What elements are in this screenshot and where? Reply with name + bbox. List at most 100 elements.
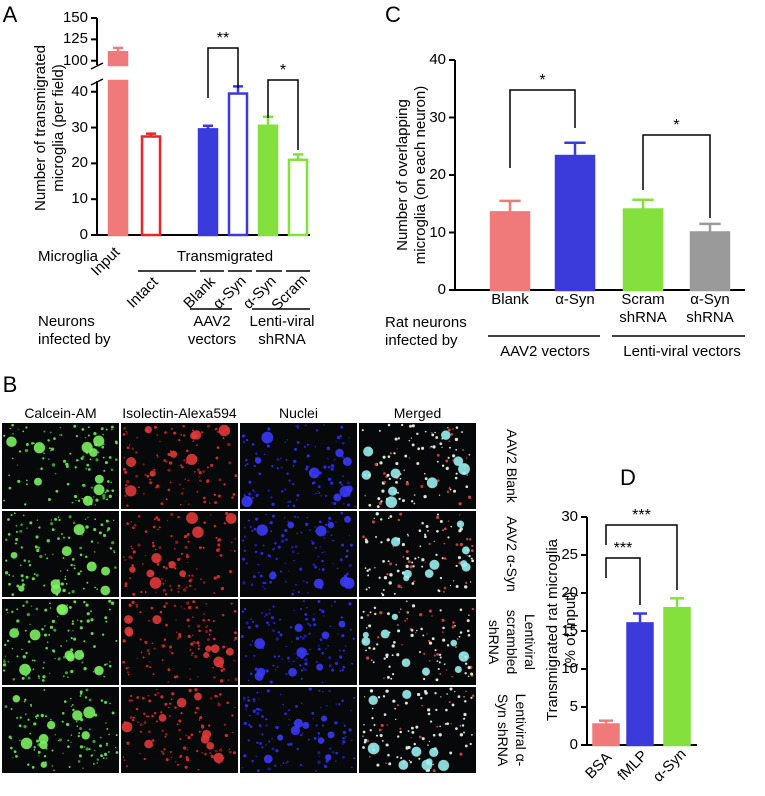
speckle xyxy=(217,703,221,707)
speckle xyxy=(54,734,57,736)
speckle xyxy=(125,667,128,670)
cell xyxy=(385,496,398,508)
group-label: Lenti-viral shRNA xyxy=(249,313,315,348)
y-tick-label: 0 xyxy=(437,281,446,298)
speckle xyxy=(16,608,19,611)
speckle xyxy=(321,551,324,554)
speckle xyxy=(178,483,181,486)
speckle xyxy=(347,571,349,573)
speckle xyxy=(135,707,139,711)
speckle xyxy=(138,486,140,489)
speckle xyxy=(291,592,295,596)
speckle xyxy=(92,671,95,673)
speckle xyxy=(342,649,345,652)
speckle xyxy=(109,660,111,663)
speckle xyxy=(244,704,249,708)
speckle xyxy=(113,550,115,552)
speckle xyxy=(89,458,92,461)
speckle xyxy=(114,440,118,444)
cell xyxy=(441,430,451,440)
speckle xyxy=(179,756,181,759)
speckle xyxy=(197,624,201,628)
speckle xyxy=(15,538,19,542)
speckle xyxy=(470,549,474,553)
speckle xyxy=(452,621,455,624)
speckle xyxy=(392,545,395,548)
speckle xyxy=(168,715,171,718)
speckle xyxy=(207,618,210,622)
speckle xyxy=(34,715,37,718)
speckle xyxy=(187,736,191,740)
speckle xyxy=(388,665,391,668)
cell xyxy=(179,570,187,577)
speckle xyxy=(233,706,236,709)
speckle xyxy=(445,669,448,671)
speckle xyxy=(374,463,378,466)
speckle xyxy=(277,655,281,658)
speckle xyxy=(296,499,298,501)
speckle xyxy=(142,696,145,700)
speckle xyxy=(243,721,247,726)
speckle xyxy=(411,730,415,734)
speckle xyxy=(339,558,343,562)
speckle xyxy=(48,672,51,675)
speckle xyxy=(318,689,321,692)
speckle xyxy=(66,569,69,572)
speckle xyxy=(259,574,263,578)
speckle xyxy=(449,584,452,587)
speckle xyxy=(375,734,379,737)
speckle xyxy=(403,469,405,471)
speckle xyxy=(273,655,276,658)
speckle xyxy=(428,740,431,743)
speckle xyxy=(131,547,133,550)
speckle xyxy=(254,667,258,671)
speckle xyxy=(285,762,287,764)
speckle xyxy=(196,641,200,645)
speckle xyxy=(302,667,305,670)
speckle xyxy=(251,496,254,499)
bar xyxy=(489,211,531,292)
speckle xyxy=(79,690,83,694)
speckle xyxy=(409,565,413,569)
speckle xyxy=(23,700,26,703)
speckle xyxy=(122,467,126,471)
speckle xyxy=(35,717,38,720)
speckle xyxy=(43,661,46,664)
speckle xyxy=(305,465,309,469)
speckle xyxy=(33,442,35,445)
speckle xyxy=(31,765,35,769)
speckle xyxy=(18,450,22,453)
speckle xyxy=(266,689,270,693)
speckle xyxy=(420,627,423,631)
speckle xyxy=(179,557,182,559)
cell xyxy=(403,575,410,582)
speckle xyxy=(50,447,55,451)
speckle xyxy=(7,660,10,663)
speckle xyxy=(206,480,209,484)
significance-label: * xyxy=(673,117,680,134)
cell xyxy=(388,486,398,496)
speckle xyxy=(441,446,443,449)
speckle xyxy=(329,625,331,627)
speckle xyxy=(73,637,77,641)
speckle xyxy=(93,528,97,532)
speckle xyxy=(67,745,70,748)
speckle xyxy=(67,739,69,742)
speckle xyxy=(71,622,75,625)
cell xyxy=(321,631,330,640)
speckle xyxy=(180,464,183,467)
speckle xyxy=(49,607,52,609)
speckle xyxy=(151,642,154,644)
speckle xyxy=(293,653,296,655)
speckle xyxy=(363,696,366,698)
speckle xyxy=(19,529,23,533)
speckle xyxy=(396,448,398,450)
speckle xyxy=(441,464,445,467)
cell xyxy=(146,569,155,578)
cell xyxy=(429,559,440,570)
speckle xyxy=(34,545,38,549)
speckle xyxy=(391,644,395,648)
speckle xyxy=(242,557,246,561)
speckle xyxy=(445,466,449,470)
speckle xyxy=(329,747,332,750)
